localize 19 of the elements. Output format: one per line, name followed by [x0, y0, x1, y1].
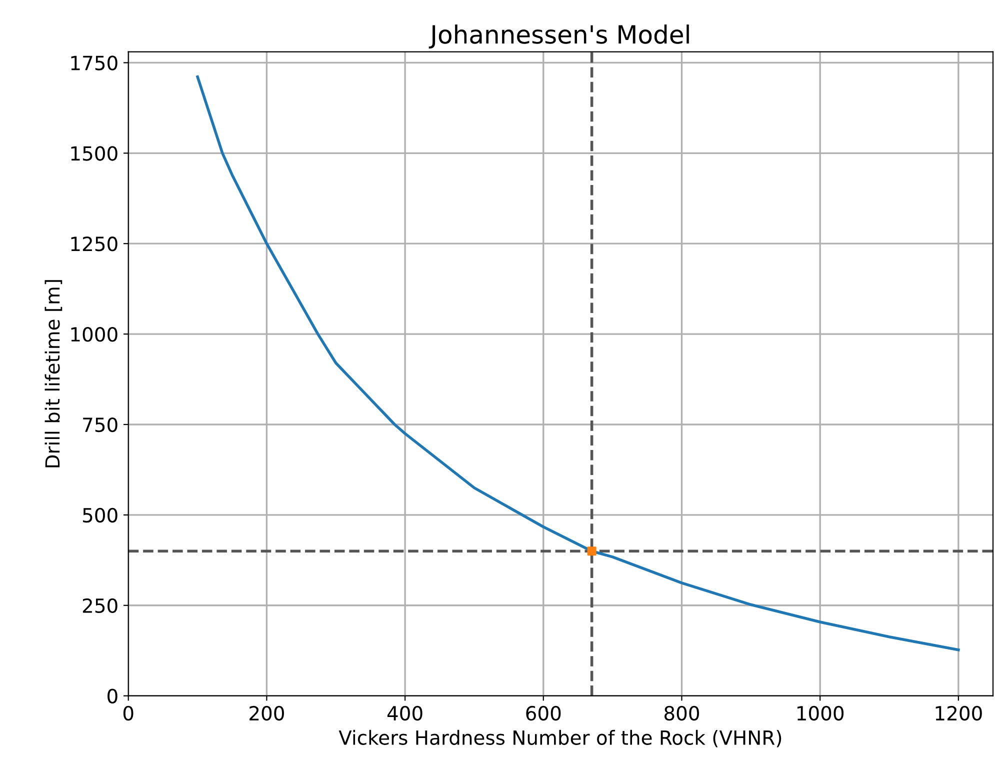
chart-title: Johannessen's Model — [428, 24, 689, 49]
y-tick-label: 1250 — [71, 236, 118, 252]
x-tick-label: 1200 — [936, 706, 982, 721]
x-tick-label: 600 — [526, 706, 561, 721]
x-tick-label: 0 — [123, 706, 134, 721]
x-tick-label: 1000 — [797, 706, 844, 721]
y-tick-label: 500 — [83, 508, 118, 523]
line-series — [196, 75, 960, 652]
x-axis-title: Vickers Hardness Number of the Rock (VHNR) — [338, 730, 782, 748]
y-tick-label: 1000 — [71, 327, 118, 342]
y-tick-label: 1750 — [71, 56, 118, 70]
x-tick-label: 200 — [250, 706, 284, 721]
y-axis-title: Drill bit lifetime [m] — [44, 280, 62, 468]
y-tick-label: 1500 — [71, 146, 118, 161]
x-tick-label: 800 — [664, 706, 699, 721]
y-tick-label: 0 — [108, 688, 118, 704]
y-tick-label: 250 — [82, 598, 118, 614]
y-tick-label: 750 — [83, 417, 118, 432]
x-tick-label: 400 — [387, 706, 422, 721]
